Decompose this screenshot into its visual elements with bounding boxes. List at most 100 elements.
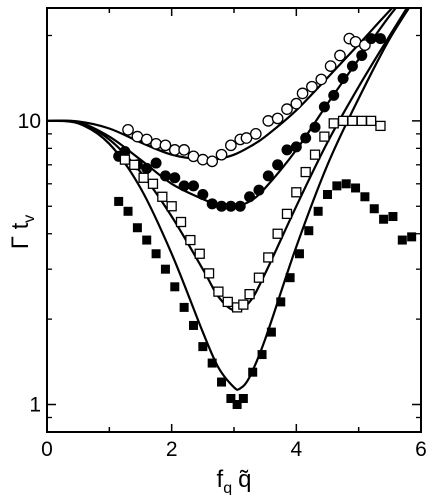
- data-points: [113, 32, 417, 410]
- point-filled-square-4: [142, 235, 152, 245]
- y-axis-label: Γ tv: [7, 215, 38, 250]
- x-axis-label-sub: q: [223, 480, 232, 495]
- point-open-circle-10: [206, 155, 219, 168]
- point-filled-square-10: [198, 342, 208, 352]
- fit-curve-2: [47, 8, 398, 208]
- point-filled-square-19: [276, 297, 286, 307]
- point-open-square-2: [129, 159, 140, 170]
- point-filled-circle-26: [346, 60, 358, 72]
- point-open-square-9: [194, 248, 205, 259]
- point-filled-circle-23: [318, 101, 330, 113]
- point-open-circle-12: [225, 139, 237, 152]
- point-open-square-11: [213, 286, 224, 297]
- point-filled-circle-9: [187, 180, 199, 192]
- point-open-square-27: [356, 115, 367, 127]
- point-filled-square-6: [160, 264, 170, 274]
- point-open-square-3: [138, 172, 149, 183]
- point-filled-square-25: [332, 181, 342, 191]
- point-filled-square-21: [294, 249, 304, 259]
- point-open-square-25: [337, 115, 349, 127]
- x-axis-label-main: f: [217, 466, 224, 493]
- point-open-square-10: [203, 268, 215, 279]
- x-axis-label: fq q̃: [217, 466, 252, 495]
- x-tick-label-2: 2: [166, 438, 178, 461]
- point-filled-square-22: [304, 226, 314, 236]
- point-open-circle-24: [334, 49, 346, 62]
- point-filled-circle-7: [169, 172, 181, 184]
- point-open-circle-3: [140, 133, 153, 146]
- x-tick-label-6: 6: [415, 438, 427, 461]
- point-open-circle-21: [306, 80, 318, 93]
- point-filled-square-23: [313, 206, 323, 216]
- point-open-square-21: [300, 166, 311, 178]
- point-open-circle-23: [324, 60, 337, 72]
- point-open-circle-5: [159, 139, 172, 152]
- fit-curve-4: [47, 8, 411, 391]
- x-axis-label-symbol: q̃: [238, 466, 251, 493]
- fit-curve-1: [47, 8, 394, 161]
- point-open-square-20: [291, 187, 302, 198]
- point-open-square-17: [263, 252, 274, 263]
- point-open-circle-20: [296, 87, 309, 100]
- point-open-circle-9: [196, 153, 209, 166]
- point-filled-circle-10: [197, 189, 209, 201]
- point-filled-square-5: [151, 249, 161, 259]
- point-filled-circle-6: [159, 170, 171, 182]
- point-filled-circle-24: [328, 89, 340, 101]
- point-filled-circle-16: [253, 184, 265, 196]
- point-open-square-1: [119, 154, 131, 165]
- point-open-square-12: [222, 296, 233, 308]
- point-filled-circle-13: [225, 200, 237, 212]
- point-filled-circle-15: [244, 191, 256, 203]
- y-axis-label-main: Γ t: [7, 222, 34, 249]
- point-filled-square-9: [188, 320, 198, 330]
- point-filled-circle-14: [234, 200, 246, 212]
- point-open-square-18: [272, 228, 283, 239]
- point-filled-circle-18: [272, 159, 284, 171]
- point-filled-circle-28: [365, 33, 377, 45]
- x-tick-label-0: 0: [41, 438, 53, 461]
- point-filled-square-33: [407, 232, 417, 242]
- point-open-circle-7: [178, 144, 190, 156]
- point-filled-circle-8: [178, 180, 190, 192]
- point-open-square-23: [319, 131, 330, 142]
- point-open-square-16: [253, 272, 265, 283]
- point-filled-square-15: [238, 394, 248, 404]
- axis-ticks: [46, 8, 422, 433]
- point-filled-square-17: [257, 350, 267, 360]
- plot-frame: [46, 7, 422, 433]
- point-filled-circle-22: [309, 121, 321, 133]
- point-filled-square-16: [248, 367, 258, 377]
- point-filled-circle-20: [290, 141, 302, 153]
- point-filled-circle-12: [216, 200, 228, 212]
- point-open-circle-14: [240, 132, 253, 144]
- point-filled-square-27: [351, 183, 361, 193]
- point-open-square-22: [309, 149, 321, 160]
- point-open-square-5: [157, 191, 168, 202]
- point-open-square-8: [185, 234, 196, 246]
- point-open-circle-19: [290, 97, 303, 110]
- point-filled-square-20: [285, 273, 295, 283]
- point-filled-square-1: [114, 196, 124, 206]
- point-open-square-26: [347, 115, 358, 127]
- point-open-square-7: [175, 216, 187, 228]
- point-open-square-19: [281, 208, 293, 220]
- point-filled-square-29: [369, 204, 379, 214]
- point-open-square-4: [147, 178, 159, 189]
- point-open-square-14: [238, 299, 249, 310]
- y-tick-label-1: 1: [29, 394, 41, 417]
- point-open-square-24: [328, 118, 339, 129]
- point-filled-circle-4: [141, 162, 153, 174]
- point-filled-square-28: [360, 192, 370, 202]
- axis-tick-labels: 0 2 4 6 1 10: [18, 110, 427, 461]
- point-filled-square-14: [232, 400, 242, 410]
- point-filled-square-24: [323, 190, 332, 200]
- point-open-circle-1: [122, 123, 134, 136]
- point-open-square-29: [375, 120, 386, 132]
- point-filled-circle-2: [119, 145, 131, 157]
- point-filled-circle-19: [281, 144, 293, 156]
- point-open-square-6: [166, 201, 177, 212]
- point-open-circle-18: [281, 103, 293, 115]
- point-filled-circle-11: [206, 198, 218, 210]
